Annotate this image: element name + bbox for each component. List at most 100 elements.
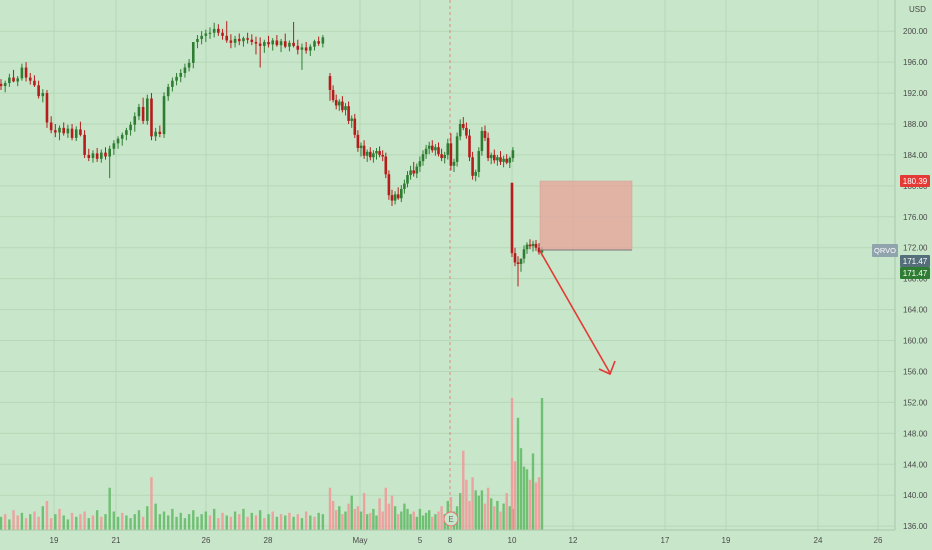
volume-bar <box>125 515 128 530</box>
volume-bar <box>37 516 40 530</box>
candle-body <box>292 42 295 46</box>
volume-bar <box>217 518 220 530</box>
candle-body <box>267 42 270 45</box>
volume-bar <box>525 469 529 530</box>
volume-bar <box>104 514 107 530</box>
volume-bar <box>522 466 526 530</box>
projection-arrow[interactable] <box>539 250 616 376</box>
volume-bar <box>378 498 381 530</box>
candle-body <box>375 151 378 154</box>
candle-body <box>183 67 187 73</box>
candle-body <box>120 134 124 139</box>
volume-bar <box>508 506 511 530</box>
candle-body <box>204 33 208 36</box>
candle-body <box>455 136 459 162</box>
earnings-marker[interactable]: E <box>443 511 459 527</box>
candle-body <box>129 124 132 131</box>
candle-body <box>112 143 116 149</box>
volume-bar <box>208 515 212 530</box>
candle-body <box>437 147 440 155</box>
candle-body <box>221 32 224 36</box>
volume-bar <box>347 503 350 530</box>
candle-body <box>434 147 437 151</box>
volume-bar <box>477 495 480 530</box>
candle-body <box>483 130 487 138</box>
candle-body <box>171 80 174 87</box>
candle-body <box>179 72 183 77</box>
candle-body <box>341 101 344 111</box>
candle-body <box>508 158 512 163</box>
volume-bar <box>204 511 208 530</box>
symbol-tag[interactable]: QRVO <box>872 244 898 257</box>
x-tick-label: 10 <box>508 536 517 545</box>
volume-bar <box>16 515 19 530</box>
candle-body <box>489 154 493 159</box>
volume-bar <box>471 477 474 530</box>
short-position-zone[interactable] <box>539 180 633 251</box>
y-tick-label: 152.00 <box>903 398 928 407</box>
candle-body <box>396 194 400 199</box>
candle-body <box>146 98 149 121</box>
time-axis[interactable]: 19 21 26 28 May 5 8 10 12 17 19 24 26 <box>50 536 883 545</box>
candle-body <box>496 157 499 161</box>
volume-bar <box>66 519 70 530</box>
volume-bar <box>284 515 287 530</box>
volume-bar <box>167 515 170 530</box>
candle-body <box>393 194 397 201</box>
candle-body <box>187 62 191 68</box>
y-tick-label: 144.00 <box>903 460 928 469</box>
volume-bar <box>528 479 532 530</box>
volume-bar <box>516 417 520 530</box>
candle-body <box>378 151 381 155</box>
volume-bar <box>24 518 28 530</box>
candle-body <box>540 250 544 253</box>
candle-body <box>309 46 312 51</box>
candle-body <box>328 76 332 90</box>
candle-body <box>505 158 508 163</box>
volume-bar <box>502 503 505 530</box>
volume-bar <box>275 516 279 530</box>
volume-bar <box>313 516 316 530</box>
volume-bar <box>510 398 514 530</box>
candle-body <box>412 170 415 174</box>
volume-bar <box>112 511 116 530</box>
candle-body <box>20 67 24 79</box>
volume-bar <box>350 495 353 530</box>
volume-bar <box>317 512 320 530</box>
candle-body <box>24 67 28 78</box>
candle-body <box>271 40 274 45</box>
x-tick-label: 5 <box>418 536 423 545</box>
y-tick-label: 164.00 <box>903 306 928 315</box>
candle-body <box>427 145 431 149</box>
volume-bar <box>192 510 195 530</box>
volume-bar <box>150 477 153 530</box>
candle-body <box>258 43 262 46</box>
candlesticks <box>0 21 544 287</box>
volume-bar <box>397 514 400 530</box>
volume-bar <box>70 512 74 530</box>
candle-body <box>415 166 419 174</box>
volume-bar <box>424 512 428 530</box>
volume-bar <box>480 490 484 530</box>
volume-bar <box>459 493 462 530</box>
volume-bar <box>58 508 61 530</box>
volume-bar <box>486 487 490 530</box>
candle-body <box>446 143 450 155</box>
candle-body <box>246 38 249 40</box>
volume-bar <box>534 482 538 530</box>
volume-bar <box>369 512 372 530</box>
volume-bar <box>75 516 78 530</box>
candle-body <box>49 122 53 131</box>
volume-bar <box>353 508 356 530</box>
candle-body <box>369 151 372 158</box>
volume-bar <box>183 518 187 530</box>
volume-bar <box>137 510 141 530</box>
candle-body <box>513 253 517 263</box>
volume-bar <box>187 514 191 530</box>
candle-body <box>477 151 481 172</box>
candle-body <box>443 154 446 159</box>
volume-bar <box>496 500 499 530</box>
stop-price-bg <box>900 175 930 187</box>
